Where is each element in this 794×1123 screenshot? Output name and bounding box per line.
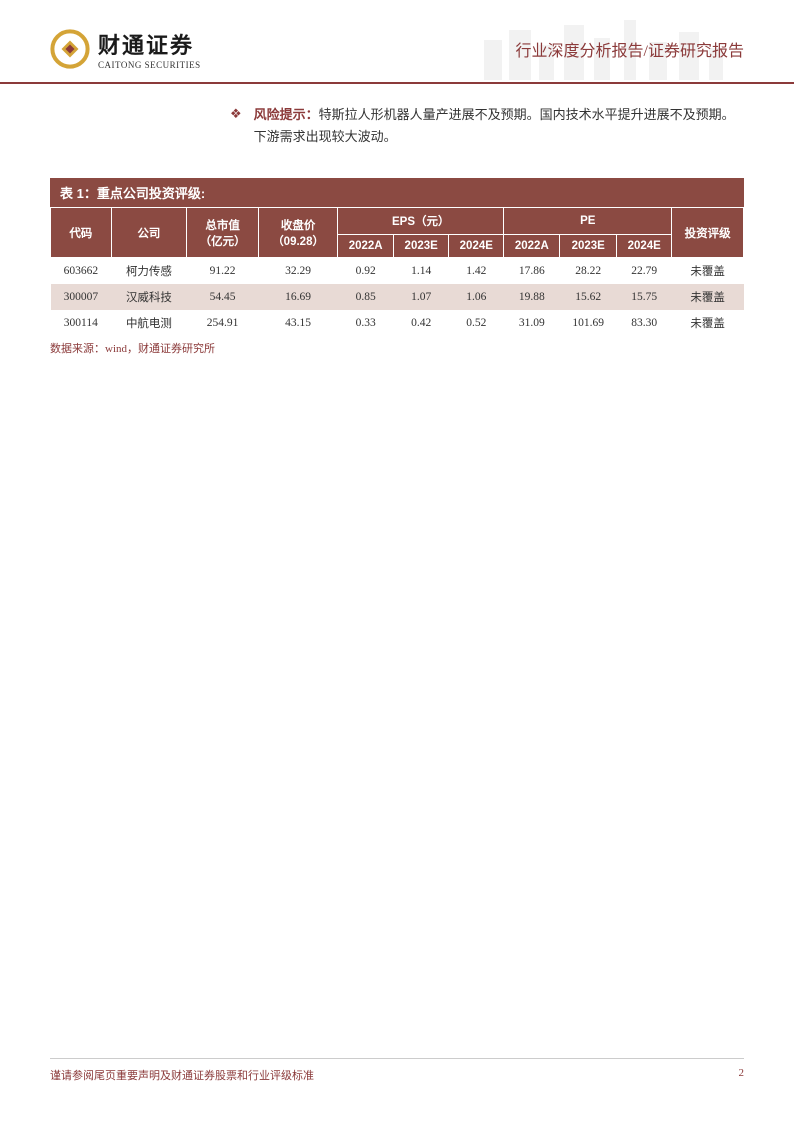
cell-eps22: 0.92 (338, 258, 394, 285)
logo-chinese: 财通证券 (98, 28, 201, 60)
page-number: 2 (739, 1067, 745, 1083)
th-eps22: 2022A (338, 235, 394, 258)
th-pe22: 2022A (504, 235, 560, 258)
cell-eps24: 1.06 (449, 284, 504, 310)
cell-eps23: 1.14 (394, 258, 449, 285)
cell-eps24: 1.42 (449, 258, 504, 285)
cell-pe23: 28.22 (560, 258, 617, 285)
th-code: 代码 (51, 208, 112, 258)
th-mcap: 总市值（亿元） (187, 208, 259, 258)
cell-mcap: 54.45 (187, 284, 259, 310)
table-row: 603662柯力传感91.2232.290.921.141.4217.8628.… (51, 258, 744, 285)
cell-eps22: 0.33 (338, 310, 394, 336)
cell-pe22: 31.09 (504, 310, 560, 336)
cell-eps23: 0.42 (394, 310, 449, 336)
cell-mcap: 91.22 (187, 258, 259, 285)
risk-text-block: 风险提示：特斯拉人形机器人量产进展不及预期。国内技术水平提升进展不及预期。下游需… (254, 104, 744, 148)
cell-company: 柯力传感 (111, 258, 187, 285)
risk-label: 风险提示： (254, 107, 319, 122)
rating-table: 代码 公司 总市值（亿元） 收盘价（09.28） EPS（元） PE 投资评级 … (50, 207, 744, 336)
th-company: 公司 (111, 208, 187, 258)
data-source: 数据来源：wind，财通证券研究所 (50, 340, 744, 356)
risk-body: 特斯拉人形机器人量产进展不及预期。国内技术水平提升进展不及预期。下游需求出现较大… (254, 107, 735, 144)
cell-mcap: 254.91 (187, 310, 259, 336)
logo-section: 财通证券 CAITONG SECURITIES (50, 28, 201, 70)
th-rating: 投资评级 (672, 208, 744, 258)
cell-pe24: 22.79 (617, 258, 672, 285)
cell-pe24: 83.30 (617, 310, 672, 336)
th-eps24: 2024E (449, 235, 504, 258)
cell-code: 300007 (51, 284, 112, 310)
logo-text: 财通证券 CAITONG SECURITIES (98, 28, 201, 70)
cell-eps22: 0.85 (338, 284, 394, 310)
cell-company: 汉威科技 (111, 284, 187, 310)
cell-code: 603662 (51, 258, 112, 285)
cell-eps24: 0.52 (449, 310, 504, 336)
cell-pe24: 15.75 (617, 284, 672, 310)
page-footer: 谨请参阅尾页重要声明及财通证券股票和行业评级标准 2 (50, 1058, 744, 1083)
cell-code: 300114 (51, 310, 112, 336)
content-area: ❖ 风险提示：特斯拉人形机器人量产进展不及预期。国内技术水平提升进展不及预期。下… (0, 84, 794, 376)
th-eps-group: EPS（元） (338, 208, 504, 235)
table-row: 300007汉威科技54.4516.690.851.071.0619.8815.… (51, 284, 744, 310)
cell-rating: 未覆盖 (672, 310, 744, 336)
cell-pe23: 15.62 (560, 284, 617, 310)
th-pe23: 2023E (560, 235, 617, 258)
th-pe-group: PE (504, 208, 672, 235)
cell-close: 43.15 (258, 310, 337, 336)
page-header: 财通证券 CAITONG SECURITIES 行业深度分析报告/证券研究报告 (0, 0, 794, 84)
cell-pe22: 19.88 (504, 284, 560, 310)
footer-disclaimer: 谨请参阅尾页重要声明及财通证券股票和行业评级标准 (50, 1067, 314, 1083)
cell-pe23: 101.69 (560, 310, 617, 336)
risk-notice: ❖ 风险提示：特斯拉人形机器人量产进展不及预期。国内技术水平提升进展不及预期。下… (230, 104, 744, 148)
diamond-bullet-icon: ❖ (230, 106, 242, 122)
table-row: 300114中航电测254.9143.150.330.420.5231.0910… (51, 310, 744, 336)
cell-company: 中航电测 (111, 310, 187, 336)
th-close: 收盘价（09.28） (258, 208, 337, 258)
cell-pe22: 17.86 (504, 258, 560, 285)
cell-rating: 未覆盖 (672, 258, 744, 285)
th-eps23: 2023E (394, 235, 449, 258)
cell-rating: 未覆盖 (672, 284, 744, 310)
cell-close: 32.29 (258, 258, 337, 285)
table-title: 表 1：重点公司投资评级: (50, 178, 744, 207)
report-title: 行业深度分析报告/证券研究报告 (516, 37, 744, 61)
th-pe24: 2024E (617, 235, 672, 258)
logo-english: CAITONG SECURITIES (98, 60, 201, 70)
cell-eps23: 1.07 (394, 284, 449, 310)
company-logo-icon (50, 29, 90, 69)
cell-close: 16.69 (258, 284, 337, 310)
